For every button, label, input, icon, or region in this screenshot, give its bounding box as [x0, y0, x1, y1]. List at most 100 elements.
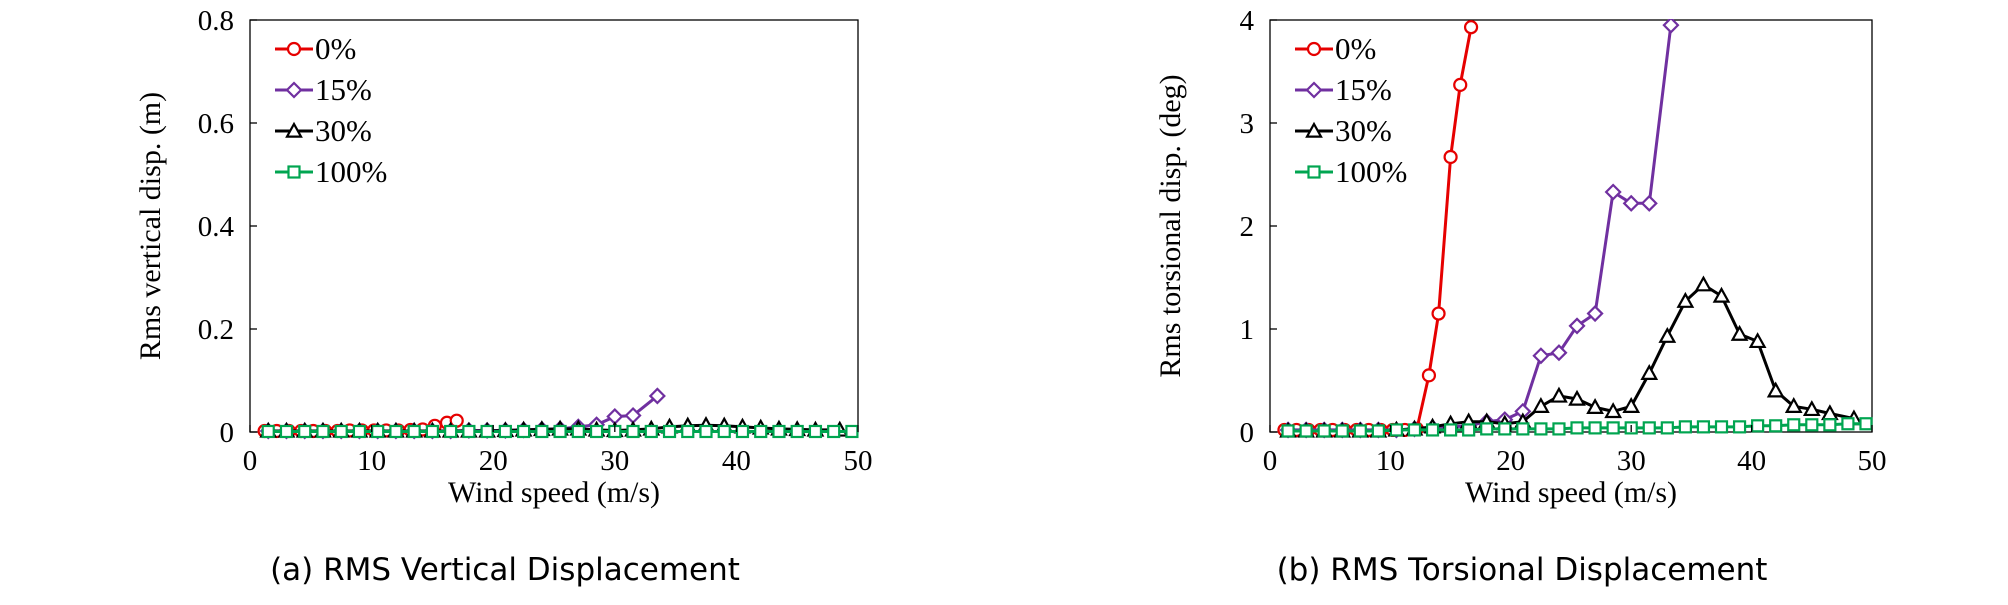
data-point — [1606, 421, 1620, 435]
data-point — [1498, 422, 1512, 436]
x-tick-label: 10 — [357, 445, 386, 477]
data-point — [1662, 19, 1680, 34]
data-point — [681, 424, 695, 439]
data-point — [1453, 77, 1468, 92]
legend: 0% 15% 30% 100% — [275, 31, 387, 189]
x-tick-label: 10 — [1376, 445, 1405, 477]
data-point — [1732, 420, 1747, 434]
legend-marker — [1307, 165, 1321, 179]
data-point — [1751, 419, 1765, 433]
data-point — [1622, 194, 1640, 212]
data-point — [1407, 423, 1422, 437]
data-point — [1389, 423, 1404, 437]
legend-label: 30% — [1335, 113, 1392, 148]
data-point — [1550, 344, 1568, 362]
data-point — [1730, 324, 1749, 341]
data-point — [1425, 423, 1440, 437]
data-point — [1550, 386, 1568, 403]
data-point — [648, 387, 666, 405]
y-tick-label: 0.4 — [198, 211, 235, 243]
data-point — [1640, 194, 1658, 212]
data-point — [352, 424, 367, 439]
data-point — [1353, 424, 1367, 438]
data-point — [1640, 364, 1659, 380]
chart-caption: (b) RMS Torsional Displacement — [1277, 552, 1768, 588]
data-point — [1696, 420, 1711, 434]
chart-vertical-displacement: 0 10 20 30 40 50 0 0.2 0.4 0.6 0.8 Wind speed (m/s)… — [134, 5, 873, 588]
data-point — [316, 424, 330, 439]
data-point — [1586, 398, 1604, 414]
data-point — [1570, 421, 1584, 435]
data-point — [1769, 419, 1783, 433]
chart-torsional-displacement: 0 10 20 30 40 50 0 1 2 3 4 Wind speed (m/s) Rms tors… — [1154, 5, 1887, 588]
y-tick-label: 2 — [1240, 211, 1255, 243]
legend-marker — [285, 121, 303, 138]
x-tick-label: 50 — [1858, 445, 1887, 477]
data-point — [754, 424, 768, 439]
data-point — [1784, 396, 1803, 413]
data-point — [1802, 400, 1821, 417]
data-point — [1712, 286, 1731, 303]
data-point — [827, 424, 841, 439]
data-point — [1463, 20, 1479, 35]
data-point — [298, 424, 312, 439]
y-tick-label: 0 — [220, 417, 235, 449]
legend-label: 15% — [315, 72, 372, 107]
data-point — [626, 424, 640, 439]
legend-label: 100% — [1335, 154, 1407, 189]
x-tick-label: 0 — [1263, 445, 1278, 477]
data-point — [1281, 424, 1295, 438]
data-point — [425, 424, 439, 439]
data-point — [480, 424, 494, 439]
data-point — [1431, 306, 1446, 321]
y-tick-label: 0 — [1240, 417, 1255, 449]
series-line — [1288, 282, 1855, 433]
data-point — [1604, 402, 1623, 419]
data-point — [1443, 423, 1458, 437]
x-tick-label: 20 — [1496, 445, 1525, 477]
legend-label: 0% — [315, 31, 356, 66]
data-point — [1480, 422, 1494, 436]
data-point — [1658, 326, 1677, 343]
data-point — [1787, 418, 1801, 432]
legend-label: 100% — [315, 154, 387, 189]
data-point — [1678, 420, 1692, 434]
data-point — [735, 424, 750, 439]
data-point — [772, 424, 786, 439]
data-point — [662, 424, 677, 439]
data-point — [589, 424, 604, 439]
data-point — [1317, 424, 1331, 438]
data-point — [1462, 423, 1476, 437]
data-point — [644, 424, 658, 439]
data-point — [389, 424, 403, 439]
y-tick-label: 1 — [1240, 314, 1255, 346]
y-axis-label: Rms torsional disp. (deg) — [1154, 74, 1187, 377]
legend-marker — [1305, 121, 1323, 138]
legend-marker — [1305, 81, 1323, 99]
data-point — [845, 424, 859, 439]
data-point — [371, 424, 385, 439]
data-point — [1714, 420, 1729, 434]
x-axis-label: Wind speed (m/s) — [448, 476, 660, 509]
y-tick-label: 3 — [1240, 108, 1255, 140]
data-point — [1421, 368, 1437, 383]
data-point — [790, 424, 804, 439]
data-point — [1694, 275, 1713, 292]
data-point — [1443, 149, 1458, 165]
y-tick-label: 0.2 — [198, 314, 234, 346]
x-tick-label: 50 — [844, 445, 873, 477]
data-point — [1568, 389, 1586, 406]
data-point — [1516, 422, 1530, 436]
x-tick-label: 30 — [1617, 445, 1646, 477]
y-tick-label: 0.8 — [198, 5, 234, 37]
chart-caption: (a) RMS Vertical Displacement — [270, 552, 740, 588]
x-tick-label: 0 — [243, 445, 258, 477]
data-point — [1335, 424, 1349, 438]
legend-marker — [287, 165, 301, 179]
data-point — [1532, 347, 1550, 365]
data-point — [1568, 317, 1586, 335]
data-point — [571, 424, 585, 439]
x-tick-label: 40 — [1737, 445, 1766, 477]
data-point — [1642, 421, 1656, 435]
